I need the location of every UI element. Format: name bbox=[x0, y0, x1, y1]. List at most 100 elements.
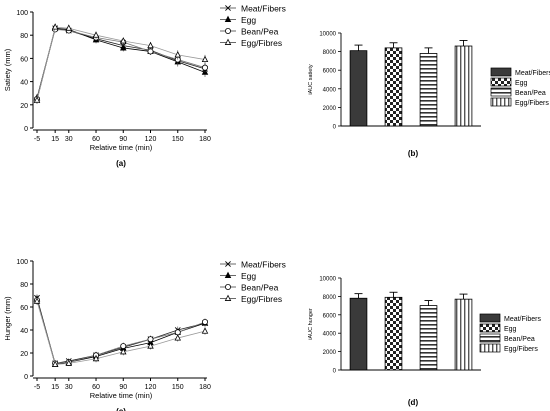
chart-a-point-3-5 bbox=[147, 41, 154, 49]
chart-d-panel-label: (d) bbox=[408, 398, 419, 407]
chart-d-ytick-label-5: 10000 bbox=[319, 277, 336, 283]
chart-a-legend-marker-3 bbox=[224, 38, 232, 45]
chart-a-legend-marker-2 bbox=[224, 27, 231, 34]
chart-a-xtick-label-3: 60 bbox=[92, 136, 100, 143]
chart-a-legend-label-1: Egg bbox=[241, 15, 256, 25]
chart-a-point-3-1 bbox=[51, 23, 59, 30]
chart-c-ytick-label-3: 60 bbox=[20, 305, 28, 312]
chart-d-ytick-label-0: 0 bbox=[333, 369, 337, 375]
chart-b-ytick-label-0: 0 bbox=[333, 125, 337, 131]
chart-a-xtick-label-4: 90 bbox=[119, 136, 127, 143]
chart-b-ytick-label-1: 2000 bbox=[323, 106, 337, 112]
chart-d-legend-label-3: Egg/Fibers bbox=[504, 346, 538, 353]
chart-a-point-3-7 bbox=[201, 55, 209, 63]
chart-a-y-axis-label: Satiety (mm) bbox=[3, 48, 12, 91]
chart-c-legend-marker-1 bbox=[224, 271, 232, 278]
chart-d-ytick-label-1: 2000 bbox=[323, 350, 337, 356]
chart-c-point-2-4 bbox=[120, 343, 127, 350]
chart-c-ytick-label-5: 100 bbox=[16, 259, 28, 266]
chart-d-legend-label-0: Meat/Fibers bbox=[504, 316, 541, 323]
chart-d-legend-label-1: Egg bbox=[504, 326, 517, 333]
chart-c-point-2-7 bbox=[201, 318, 208, 325]
chart-c-xtick-label-1: 15 bbox=[51, 384, 59, 391]
chart-a-ytick-label-4: 80 bbox=[20, 33, 28, 40]
chart-c-xtick-label-7: 180 bbox=[199, 384, 211, 391]
chart-c-legend-label-0: Meat/Fibers bbox=[241, 260, 286, 270]
chart-b-legend-swatch-1 bbox=[490, 77, 512, 87]
chart-a-point-2-5 bbox=[147, 48, 154, 55]
chart-b-panel-label: (b) bbox=[408, 149, 419, 158]
chart-a-legend-label-3: Egg/Fibres bbox=[241, 38, 282, 48]
chart-d-y-axis-label: iAUC hunger bbox=[308, 308, 314, 340]
chart-a-ytick-label-5: 100 bbox=[16, 10, 28, 17]
chart-c-point-2-5 bbox=[147, 336, 154, 343]
chart-c-ytick-label-2: 40 bbox=[20, 328, 28, 335]
chart-b-legend-swatch-2 bbox=[490, 87, 512, 97]
chart-c-point-2-6 bbox=[174, 329, 181, 336]
chart-c-xtick-label-3: 60 bbox=[92, 384, 100, 391]
chart-c-xtick-label-2: 30 bbox=[65, 384, 73, 391]
chart-a-ytick-label-1: 20 bbox=[20, 103, 28, 110]
chart-c-legend-marker-0-stroke-b bbox=[225, 261, 231, 267]
chart-b-bar-1 bbox=[384, 47, 403, 127]
chart-c-xtick-label-6: 150 bbox=[172, 384, 184, 391]
chart-a-ytick-label-2: 40 bbox=[20, 80, 28, 87]
chart-c-legend-marker-2 bbox=[224, 283, 231, 290]
chart-a-legend-marker-0-stroke-b bbox=[225, 5, 231, 11]
chart-a-xtick-label-2: 30 bbox=[65, 136, 73, 143]
chart-c-xtick-label-5: 120 bbox=[145, 384, 157, 391]
chart-c-point-3-0 bbox=[33, 297, 41, 304]
chart-a-xtick-label-5: 120 bbox=[145, 136, 157, 143]
chart-a-ytick-label-3: 60 bbox=[20, 56, 28, 63]
chart-b-legend-label-3: Egg/Fibers bbox=[515, 100, 549, 107]
chart-a-point-2-7 bbox=[201, 64, 208, 71]
chart-c-legend-marker-3 bbox=[224, 294, 232, 301]
chart-b-bar-2 bbox=[419, 53, 438, 127]
chart-b-ytick-label-3: 6000 bbox=[323, 69, 337, 75]
chart-d-bar-3 bbox=[454, 298, 473, 371]
chart-c-point-3-7 bbox=[201, 327, 209, 334]
chart-d-legend-swatch-3 bbox=[479, 343, 501, 353]
chart-a-point-1-4 bbox=[120, 44, 127, 51]
chart-b-bar-0 bbox=[349, 50, 368, 127]
chart-c-legend-label-1: Egg bbox=[241, 271, 256, 281]
chart-b-ytick-label-5: 10000 bbox=[319, 32, 336, 38]
chart-c-point-3-6 bbox=[174, 334, 182, 341]
chart-b-legend-label-2: Bean/Pea bbox=[515, 90, 546, 97]
chart-a-legend-label-2: Bean/Pea bbox=[241, 27, 279, 37]
chart-c-series-line-3 bbox=[36, 301, 206, 365]
chart-c-point-3-5 bbox=[147, 342, 154, 349]
chart-c-xtick-label-4: 90 bbox=[119, 384, 127, 391]
chart-a-panel-label: (a) bbox=[116, 159, 126, 168]
chart-b-ytick-label-4: 8000 bbox=[323, 50, 337, 56]
chart-a-point-3-2 bbox=[65, 24, 73, 31]
chart-d-legend-label-2: Bean/Pea bbox=[504, 336, 535, 343]
chart-d-legend-swatch-0 bbox=[479, 313, 501, 323]
chart-b-legend-label-0: Meat/Fibers bbox=[515, 70, 550, 77]
chart-a-ytick-label-0: 0 bbox=[24, 126, 28, 133]
chart-a-xtick-label-0: -5 bbox=[34, 136, 40, 143]
chart-c-ytick-label-4: 80 bbox=[20, 282, 28, 289]
chart-c-panel-label: (c) bbox=[116, 407, 126, 411]
chart-b-y-axis-label: iAUC satiety bbox=[308, 64, 314, 95]
chart-b-bar-3 bbox=[454, 45, 473, 127]
chart-a-legend-marker-0 bbox=[225, 5, 231, 11]
chart-c-xtick-label-0: -5 bbox=[34, 384, 40, 391]
chart-c-ytick-label-1: 20 bbox=[20, 351, 28, 358]
chart-a-xtick-label-1: 15 bbox=[51, 136, 59, 143]
chart-c-legend-label-3: Egg/Fibres bbox=[241, 294, 282, 304]
chart-c-point-3-3 bbox=[92, 354, 100, 362]
chart-c-x-axis-label: Relative time (min) bbox=[90, 391, 153, 400]
chart-d-ytick-label-4: 8000 bbox=[323, 295, 337, 301]
chart-b-legend-swatch-0 bbox=[490, 67, 512, 77]
chart-c-point-3-2 bbox=[65, 359, 73, 366]
chart-d-bar-0 bbox=[349, 297, 368, 371]
chart-c-ytick-label-0: 0 bbox=[24, 374, 28, 381]
chart-a-point-3-4 bbox=[120, 37, 127, 44]
chart-d-ytick-label-2: 4000 bbox=[323, 332, 337, 338]
chart-b-legend-label-1: Egg bbox=[515, 80, 528, 87]
chart-a-legend-marker-1 bbox=[224, 15, 232, 22]
chart-a-point-3-3 bbox=[92, 31, 100, 38]
chart-a-point-3-6 bbox=[174, 51, 182, 58]
